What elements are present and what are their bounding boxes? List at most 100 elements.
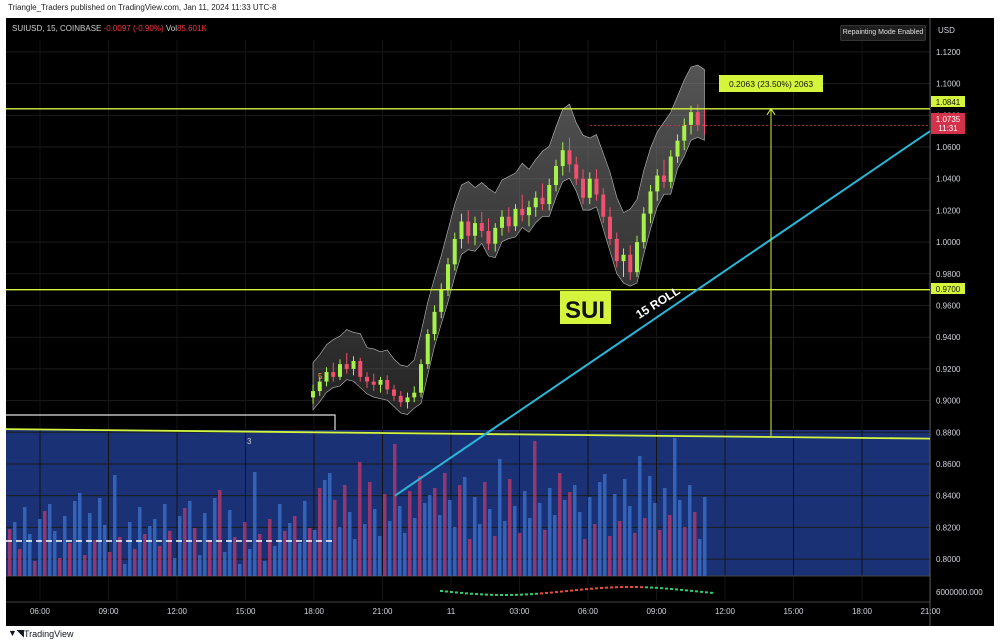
volume-bar: [398, 506, 402, 576]
volume-bar: [73, 501, 77, 576]
volume-bar: [668, 515, 672, 576]
candle-body: [695, 112, 700, 125]
volume-bar: [153, 519, 157, 576]
time-axis[interactable]: 06:00 09:00 12:00 15:00 18:00 21:00 11 03:00 06:…: [30, 607, 941, 616]
oscillator-mark: [470, 592, 473, 595]
wave-label-5: 5: [318, 372, 323, 381]
time-tick-label: 12:00: [715, 607, 736, 616]
volume-bar: [88, 513, 92, 576]
volume-bar: [158, 546, 162, 576]
candle-body: [560, 150, 565, 167]
volume-bar: [608, 536, 612, 576]
oscillator-mark: [480, 593, 483, 596]
volume-bar: [573, 485, 577, 576]
volume-bar: [323, 480, 327, 576]
volume-bar: [13, 522, 17, 576]
time-tick-label: 18:00: [852, 607, 873, 616]
upper-level-tag-bg: [931, 96, 965, 107]
time-tick-label: 09:00: [646, 607, 667, 616]
volume-bar: [518, 533, 522, 576]
publish-text: Triangle_Traders published on TradingVie…: [8, 3, 277, 12]
volume-bar: [308, 528, 312, 576]
volume-bar: [188, 501, 192, 576]
oscillator-mark: [550, 591, 553, 594]
range-box: [6, 414, 336, 430]
candle-body: [513, 208, 518, 227]
price-tick-label: 0.8400: [936, 492, 961, 501]
volume-bar: [23, 507, 27, 576]
volume-bar: [678, 500, 682, 576]
oscillator-mark: [600, 586, 603, 589]
candle-body: [452, 238, 457, 265]
candle-body: [344, 364, 349, 369]
oscillator-mark: [540, 592, 543, 595]
candle-body: [446, 264, 450, 290]
price-tick-label: 1.1000: [936, 80, 961, 89]
oscillator-mark: [525, 593, 528, 596]
volume-bar: [403, 533, 407, 576]
oscillator-mark: [645, 586, 648, 589]
last-price-tag-bg: [931, 113, 965, 134]
oscillator-mark: [640, 586, 643, 589]
footer: ▼◥ TradingView: [0, 626, 1000, 644]
oscillator-mark: [520, 593, 523, 596]
volume-bar: [378, 536, 382, 576]
vol-value: 85.601K: [176, 24, 207, 33]
volume-bar: [143, 534, 147, 576]
time-tick-label: 03:00: [509, 607, 530, 616]
oscillator-mark: [585, 588, 588, 591]
volume-bar: [393, 444, 397, 576]
volume-bar: [483, 482, 487, 576]
candle-body: [405, 397, 410, 403]
volume-bar: [213, 498, 217, 576]
oscillator-mark: [460, 591, 463, 594]
symbol-text: SUIUSD, 15, COINBASE: [12, 24, 102, 33]
candle-body: [486, 231, 491, 244]
oscillator-mark: [705, 591, 708, 594]
volume-bar: [368, 482, 372, 576]
candle-body: [655, 175, 660, 192]
candle-body: [675, 140, 680, 157]
volume-bar: [508, 479, 512, 576]
volume-bar: [433, 488, 437, 576]
volume-bar: [703, 497, 707, 576]
repaint-mode-button[interactable]: Repainting Mode Enabled: [840, 25, 926, 41]
candle-body: [439, 289, 444, 312]
price-tick-label: 0.9600: [936, 302, 961, 311]
oscillator-mark: [610, 586, 613, 589]
currency-label[interactable]: USD: [938, 26, 955, 35]
volume-bar: [258, 534, 262, 576]
volume-bar: [53, 531, 57, 576]
candle-body: [635, 242, 639, 273]
volume-bar: [628, 506, 632, 576]
volume-bar: [533, 441, 537, 576]
volume-bar: [363, 524, 367, 576]
volume-bar: [103, 525, 107, 576]
time-tick-label: 12:00: [167, 607, 188, 616]
oscillator-mark: [560, 590, 563, 593]
candle-body: [547, 185, 552, 205]
volume-bar: [8, 529, 12, 576]
candle-body: [594, 178, 599, 195]
volume-bar: [198, 555, 202, 576]
volume-bar: [693, 512, 697, 576]
volume-bar: [193, 528, 197, 576]
volume-bar: [238, 564, 242, 576]
volume-bar: [418, 476, 422, 576]
candle-body: [425, 334, 430, 365]
oscillator-mark: [455, 591, 458, 594]
cloud-band-fill: [312, 64, 705, 415]
vol-label: Vol: [165, 24, 177, 33]
oscillator-mark: [650, 586, 653, 589]
volume-bar: [93, 540, 97, 576]
candles: [311, 104, 707, 409]
volume-bar: [413, 518, 417, 576]
price-tick-label: 1.0200: [936, 206, 961, 215]
volume-bar: [173, 558, 177, 576]
volume-bar: [63, 516, 67, 576]
candle-body: [500, 216, 504, 228]
volume-bar: [248, 549, 252, 576]
volume-bar: [513, 506, 517, 576]
candle-body: [338, 364, 342, 377]
